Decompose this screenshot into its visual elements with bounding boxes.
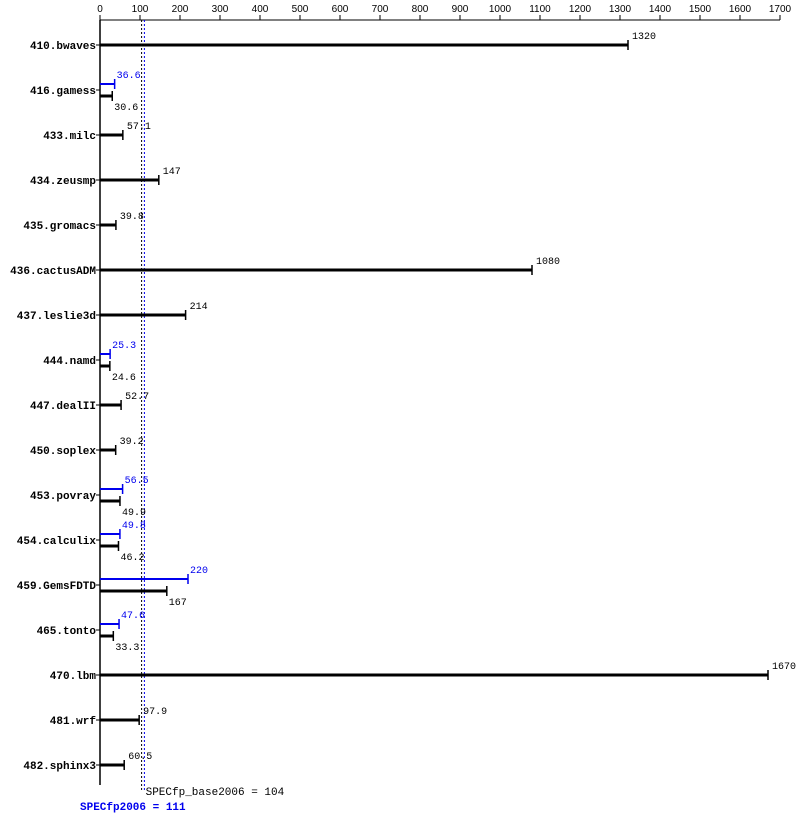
- x-tick-label: 1000: [489, 4, 512, 15]
- peak-value: 220: [190, 566, 208, 577]
- benchmark-label: 437.leslie3d: [17, 311, 96, 323]
- base-value: 46.2: [120, 553, 144, 564]
- peak-value: 56.5: [125, 476, 149, 487]
- x-tick-label: 1300: [609, 4, 632, 15]
- base-value: 167: [169, 598, 187, 609]
- benchmark-label: 444.namd: [43, 356, 96, 368]
- x-tick-label: 600: [332, 4, 349, 15]
- peak-value: 47.6: [121, 611, 145, 622]
- x-tick-label: 500: [292, 4, 309, 15]
- benchmark-label: 482.sphinx3: [23, 761, 96, 773]
- benchmark-label: 454.calculix: [17, 536, 97, 548]
- base-value: 1320: [632, 32, 656, 43]
- x-tick-label: 100: [132, 4, 149, 15]
- peak-value: 49.8: [122, 521, 146, 532]
- spec-chart: 0 100 200 300 400 500 600 700 800 900 1000 1100 1200…: [0, 0, 799, 831]
- base-value: 214: [190, 302, 208, 313]
- x-tick-label: 700: [372, 4, 389, 15]
- x-tick-label: 400: [252, 4, 269, 15]
- benchmark-label: 453.povray: [30, 491, 96, 503]
- benchmark-label: 481.wrf: [50, 716, 97, 728]
- base-value: 57.1: [127, 122, 151, 133]
- benchmark-label: 470.lbm: [50, 671, 97, 683]
- base-value: 1670: [772, 662, 796, 673]
- peak-value: 25.3: [112, 341, 136, 352]
- peak-value: 36.6: [117, 71, 141, 82]
- x-tick-label: 300: [212, 4, 229, 15]
- benchmark-label: 465.tonto: [37, 626, 97, 638]
- base-value: 60.5: [128, 752, 152, 763]
- base-value: 52.7: [125, 392, 149, 403]
- benchmark-label: 416.gamess: [30, 86, 96, 98]
- benchmark-label: 447.dealII: [30, 401, 96, 413]
- benchmark-label: 435.gromacs: [23, 221, 96, 233]
- benchmark-label: 433.milc: [43, 131, 96, 143]
- base-value: 147: [163, 167, 181, 178]
- base-value: 39.8: [120, 212, 144, 223]
- x-tick-label: 1400: [649, 4, 672, 15]
- benchmark-label: 450.soplex: [30, 446, 96, 458]
- ref-label-base: SPECfp_base2006 = 104: [146, 787, 285, 799]
- base-value: 39.2: [120, 437, 144, 448]
- x-tick-label: 1500: [689, 4, 712, 15]
- x-tick-label: 1600: [729, 4, 752, 15]
- base-value: 49.9: [122, 508, 146, 519]
- x-tick-label: 200: [172, 4, 189, 15]
- x-tick-label: 1700: [769, 4, 792, 15]
- base-value: 30.6: [114, 103, 138, 114]
- x-tick-label: 900: [452, 4, 469, 15]
- benchmark-label: 459.GemsFDTD: [17, 581, 97, 593]
- x-tick-label: 800: [412, 4, 429, 15]
- ref-label-peak: SPECfp2006 = 111: [80, 802, 186, 814]
- base-value: 1080: [536, 257, 560, 268]
- chart-bg: [0, 0, 799, 831]
- base-value: 33.3: [115, 643, 139, 654]
- benchmark-label: 434.zeusmp: [30, 176, 96, 188]
- x-tick-label: 1200: [569, 4, 592, 15]
- x-tick-label: 0: [97, 4, 103, 15]
- base-value: 97.9: [143, 707, 167, 718]
- base-value: 24.6: [112, 373, 136, 384]
- benchmark-label: 436.cactusADM: [10, 266, 96, 278]
- x-tick-label: 1100: [529, 4, 551, 15]
- benchmark-label: 410.bwaves: [30, 41, 96, 53]
